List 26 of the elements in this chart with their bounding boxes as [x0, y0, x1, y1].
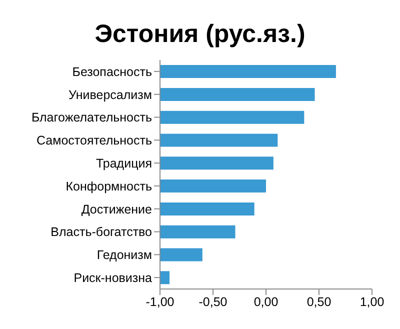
bar	[160, 88, 315, 101]
y-tick-label: Универсализм	[68, 88, 152, 102]
x-tick-label: 1,00	[360, 294, 384, 309]
y-tick-label: Благожелательность	[31, 110, 152, 125]
y-tick-label: Безопасность	[72, 64, 152, 79]
x-tick-label: -0,50	[198, 294, 228, 309]
y-tick-label: Традиция	[96, 156, 152, 170]
bar	[160, 134, 278, 147]
bar	[160, 271, 170, 284]
chart-title: Эстония (рус.яз.)	[94, 19, 306, 50]
bar	[160, 225, 236, 238]
bar	[160, 110, 304, 124]
y-tick-label: Конформность	[66, 179, 152, 194]
x-tick-label: 0,50	[306, 294, 332, 309]
bar	[160, 65, 336, 78]
bar	[160, 202, 254, 216]
x-tick-label: 0,00	[254, 294, 278, 309]
y-tick-label: Власть-богатство	[50, 225, 152, 240]
x-tick-label: -1,00	[146, 294, 174, 309]
y-tick-label: Риск-новизна	[74, 270, 152, 285]
bar	[160, 248, 202, 262]
bar	[160, 156, 274, 170]
bar	[160, 180, 266, 193]
y-tick-label: Самостоятельность	[36, 134, 152, 148]
y-tick-label: Достижение	[81, 202, 152, 216]
y-tick-label: Гедонизм	[96, 248, 152, 262]
